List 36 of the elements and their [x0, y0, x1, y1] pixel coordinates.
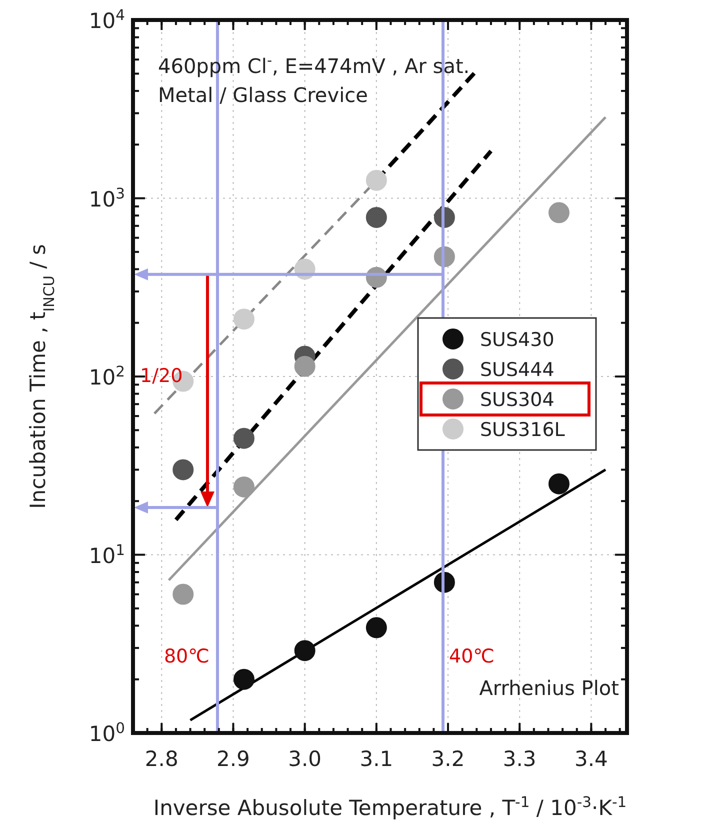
x-tick-label: 3.1 — [360, 747, 394, 771]
annotation: 460ppm Cl$^{-}$, E=474mV , Ar sat. — [158, 53, 470, 78]
legend-label: SUS430 — [480, 329, 554, 351]
x-tick-label: 3.0 — [288, 747, 322, 771]
ref-line-label: 80℃ — [164, 646, 210, 668]
point — [548, 202, 570, 224]
y-tick-label: 10$^{3}$ — [88, 184, 125, 212]
x-tick-label: 2.9 — [216, 747, 250, 771]
point — [233, 668, 254, 690]
annotation: 1/20 — [140, 365, 183, 387]
x-tick-label: 3.2 — [431, 747, 465, 771]
point — [172, 584, 194, 605]
point — [294, 640, 316, 662]
annotation: Arrhenius Plot — [479, 676, 620, 700]
legend-label: SUS444 — [480, 359, 554, 381]
y-tick-label: 10$^{1}$ — [88, 541, 125, 568]
ref-line-label: 40℃ — [449, 646, 495, 668]
point — [233, 428, 254, 449]
annotation: Metal / Glass Crevice — [158, 83, 368, 107]
legend-label: SUS316L — [480, 419, 566, 441]
legend-label: SUS304 — [480, 389, 554, 411]
point — [366, 206, 387, 228]
y-tick-label: 10$^{0}$ — [88, 720, 125, 746]
point — [366, 170, 387, 191]
x-tick-label: 2.8 — [144, 747, 178, 771]
x-axis-title: Inverse Abusolute Temperature , T$^{-1}$ / 10$^{-3}$·K$^{-1}$ — [153, 794, 627, 820]
y-tick-label: 10$^{4}$ — [88, 6, 125, 33]
point — [233, 476, 254, 498]
x-tick-label: 3.3 — [502, 747, 536, 771]
point — [294, 356, 316, 377]
point — [548, 473, 570, 494]
point — [172, 459, 194, 480]
point — [366, 617, 387, 638]
x-tick-label: 3.4 — [574, 747, 608, 771]
point — [233, 308, 254, 330]
y-tick-label: 10$^{2}$ — [88, 363, 125, 390]
